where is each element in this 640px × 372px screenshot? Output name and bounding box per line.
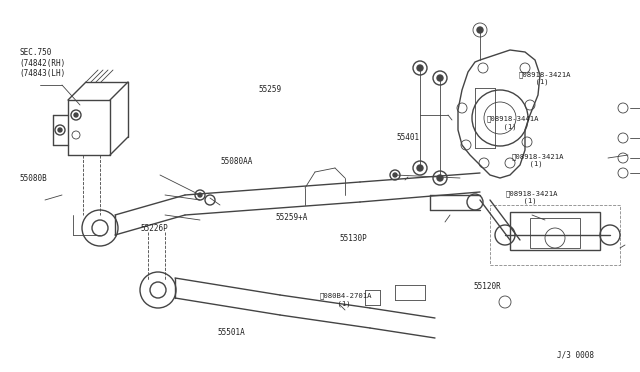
Circle shape [477, 27, 483, 33]
Circle shape [417, 165, 423, 171]
Text: 55259: 55259 [259, 85, 282, 94]
Text: 55501A: 55501A [218, 328, 245, 337]
Bar [490, 205, 620, 265]
Circle shape [437, 175, 443, 181]
Circle shape [58, 128, 62, 132]
Text: SEC.750
(74842(RH)
(74843(LH): SEC.750 (74842(RH) (74843(LH) [19, 48, 65, 78]
Text: 55130P: 55130P [339, 234, 367, 243]
Text: 55401: 55401 [397, 133, 420, 142]
Text: 55080AA: 55080AA [220, 157, 253, 166]
Circle shape [74, 113, 78, 117]
Text: 55120R: 55120R [474, 282, 501, 291]
Circle shape [198, 193, 202, 197]
Text: ⓝ08918-3421A
    (1): ⓝ08918-3421A (1) [506, 190, 558, 204]
Text: Ⓑ080B4-2701A
    (1): Ⓑ080B4-2701A (1) [320, 292, 372, 307]
Circle shape [437, 75, 443, 81]
Circle shape [417, 65, 423, 71]
Text: ⓝ08918-3421A
    (1): ⓝ08918-3421A (1) [518, 71, 571, 85]
Circle shape [393, 173, 397, 177]
Text: ⓝ08918-3441A
    (1): ⓝ08918-3441A (1) [486, 116, 539, 130]
Text: 55259+A: 55259+A [275, 213, 308, 222]
Text: 55080B: 55080B [19, 174, 47, 183]
Bar [510, 212, 600, 250]
Text: J/3 0008: J/3 0008 [557, 351, 594, 360]
Bar [530, 218, 580, 248]
Text: ⓝ08918-3421A
    (1): ⓝ08918-3421A (1) [512, 153, 564, 167]
Text: 55226P: 55226P [141, 224, 168, 233]
